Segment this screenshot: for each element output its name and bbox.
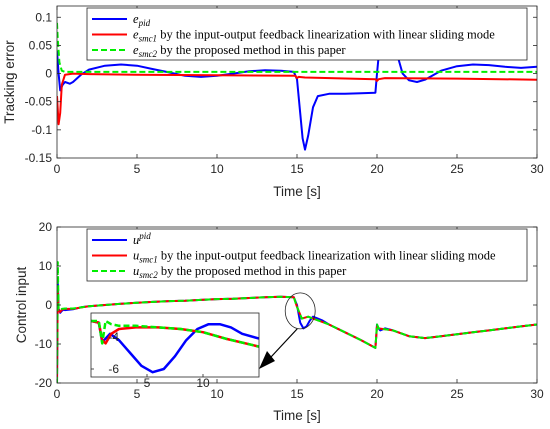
x-axis-label: Time [s] — [273, 184, 321, 199]
zoom-region-circle — [284, 292, 316, 330]
inset-series-line-1 — [91, 319, 259, 374]
x-tick-label: 5 — [134, 162, 141, 176]
legend-symbol: e — [133, 43, 139, 57]
series-line-3 — [57, 261, 537, 383]
y-tick-label: 0.1 — [35, 10, 52, 24]
legend-symbol: u — [133, 249, 139, 263]
inset-x-tick-label: 10 — [196, 376, 210, 390]
y-tick-label: 20 — [39, 220, 53, 234]
y-axis-label: Tracking error — [2, 40, 17, 124]
x-tick-label: 20 — [370, 387, 384, 401]
legend-symbol: u — [133, 264, 139, 278]
legend-entry-2: esmc1 by the input-output feedback linea… — [133, 28, 495, 44]
legend-subscript: smc1 — [139, 255, 158, 265]
series-group — [57, 22, 537, 151]
y-tick-label: 0 — [45, 67, 52, 81]
x-tick-label: 10 — [210, 162, 224, 176]
x-tick-label: 20 — [370, 162, 384, 176]
x-tick-label: 25 — [450, 162, 464, 176]
legend-entry-1: upid — [133, 231, 151, 247]
inset-frame — [90, 312, 260, 378]
x-tick-label: 25 — [450, 387, 464, 401]
legend-subscript: smc2 — [139, 49, 158, 59]
legend-entry-2: usmc1 by the input-output feedback linea… — [133, 249, 496, 265]
legend-symbol: e — [133, 28, 139, 42]
legend-subscript: smc2 — [139, 270, 158, 280]
x-tick-label: 15 — [290, 162, 304, 176]
x-tick-label: 15 — [290, 387, 304, 401]
y-tick-label: -0.05 — [25, 95, 53, 109]
chart-panel-1: 0 5 10 15 20 25 30 0.1 0.05 0 -0.05 -0.1 -0.15 Time [… — [2, 5, 544, 199]
x-tick-label: 0 — [54, 387, 61, 401]
inset-y-tick-label: -6 — [108, 362, 119, 376]
x-tick-label: 30 — [530, 387, 544, 401]
series-line-3 — [57, 22, 537, 73]
chart-panel-2: 0 5 10 15 20 25 30 20 10 0 -10 -20 Time [s] Control i… — [14, 220, 544, 423]
legend-description: by the input-output feedback linearizati… — [158, 249, 496, 263]
legend-description: by the proposed method in this paper — [158, 264, 347, 278]
series-group — [57, 261, 537, 383]
inset-x-tick-label: 5 — [144, 376, 151, 390]
x-axis-label: Time [s] — [273, 408, 321, 423]
zoom-inset: -4 -6 5 10 — [90, 312, 260, 390]
legend-entry-3: esmc2 by the proposed method in this pap… — [133, 43, 346, 59]
legend-box — [86, 7, 528, 61]
legend-box — [86, 228, 528, 282]
x-tick-label: 10 — [210, 387, 224, 401]
series-line-2 — [57, 72, 537, 126]
legend-entry-3: usmc2 by the proposed method in this pap… — [133, 264, 347, 280]
zoom-arrow-head — [259, 351, 275, 369]
x-tick-label: 0 — [54, 162, 61, 176]
legend-symbol: e — [133, 12, 139, 26]
y-tick-label: -0.15 — [25, 151, 53, 165]
legend-symbol: u — [133, 233, 139, 247]
series-line-1 — [57, 24, 537, 151]
legend-subscript: smc1 — [139, 34, 158, 44]
y-tick-label: 10 — [39, 259, 53, 273]
x-tick-label: 30 — [530, 162, 544, 176]
legend-description: by the proposed method in this paper — [157, 43, 346, 57]
inset-y-tick-label: -4 — [108, 330, 119, 344]
panels: 0 5 10 15 20 25 30 0.1 0.05 0 -0.05 -0.1 -0.15 Time [… — [2, 5, 544, 423]
zoom-arrow-line — [270, 328, 298, 358]
y-tick-label: -20 — [35, 376, 53, 390]
inset-background — [91, 313, 259, 377]
y-tick-label: -0.1 — [31, 123, 52, 137]
legend-subscript: pid — [138, 18, 151, 28]
y-axis-label: Control input — [14, 266, 29, 343]
x-tick-label: 5 — [134, 387, 141, 401]
y-tick-label: 0.05 — [29, 38, 53, 52]
legend-description: by the input-output feedback linearizati… — [157, 28, 495, 42]
y-tick-label: -10 — [35, 337, 53, 351]
inset-series-group — [91, 319, 259, 374]
inset-series-line-3 — [91, 319, 259, 348]
legend-superscript: pid — [138, 231, 151, 241]
legend-entry-1: epid — [133, 12, 151, 28]
y-tick-label: 0 — [45, 298, 52, 312]
